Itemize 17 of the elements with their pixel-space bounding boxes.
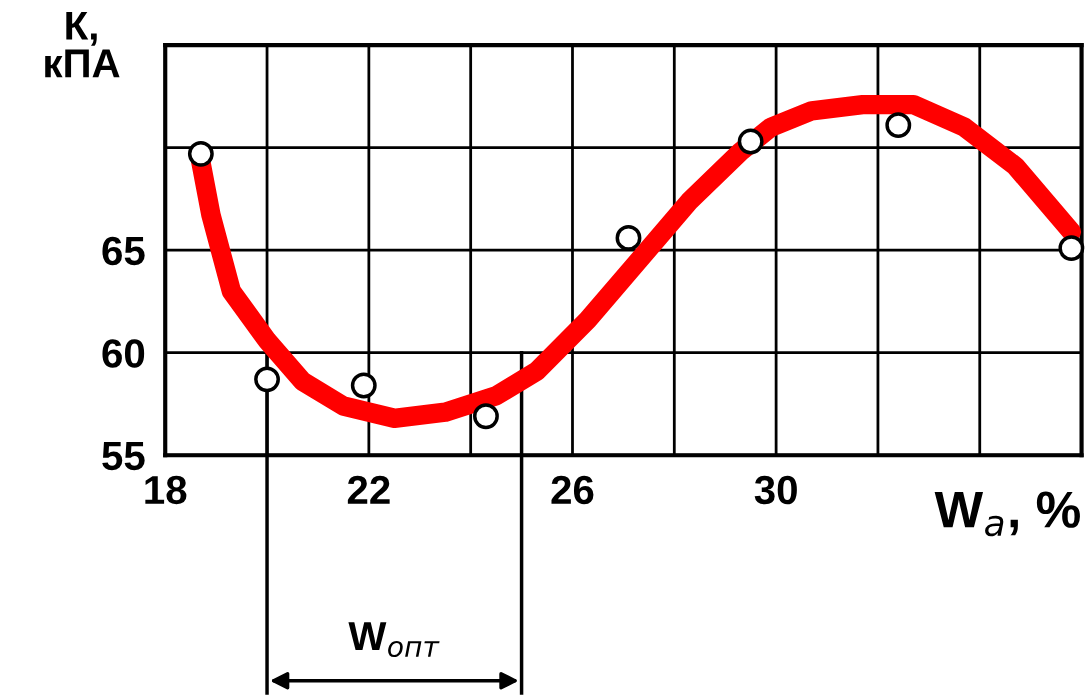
point bbox=[350, 372, 377, 399]
y-tick-label: 55 bbox=[102, 442, 145, 471]
x-tick-label: 30 bbox=[754, 475, 797, 505]
point bbox=[737, 128, 764, 155]
x-tick-label: 26 bbox=[551, 475, 594, 505]
x-tick-label: 18 bbox=[145, 475, 187, 505]
y-axis-title: К, кПА bbox=[45, 11, 120, 78]
x-axis-title: W$_{a}$, % bbox=[934, 491, 1080, 537]
x-tick-label: 22 bbox=[347, 475, 390, 504]
text: W$_{опт}$ bbox=[348, 622, 440, 658]
point bbox=[473, 403, 499, 430]
point bbox=[187, 140, 214, 167]
y-tick-label: 65 bbox=[102, 236, 145, 266]
point bbox=[254, 366, 280, 393]
point bbox=[885, 112, 912, 139]
y-tick-label: 60 bbox=[102, 339, 145, 368]
point bbox=[1058, 235, 1085, 262]
